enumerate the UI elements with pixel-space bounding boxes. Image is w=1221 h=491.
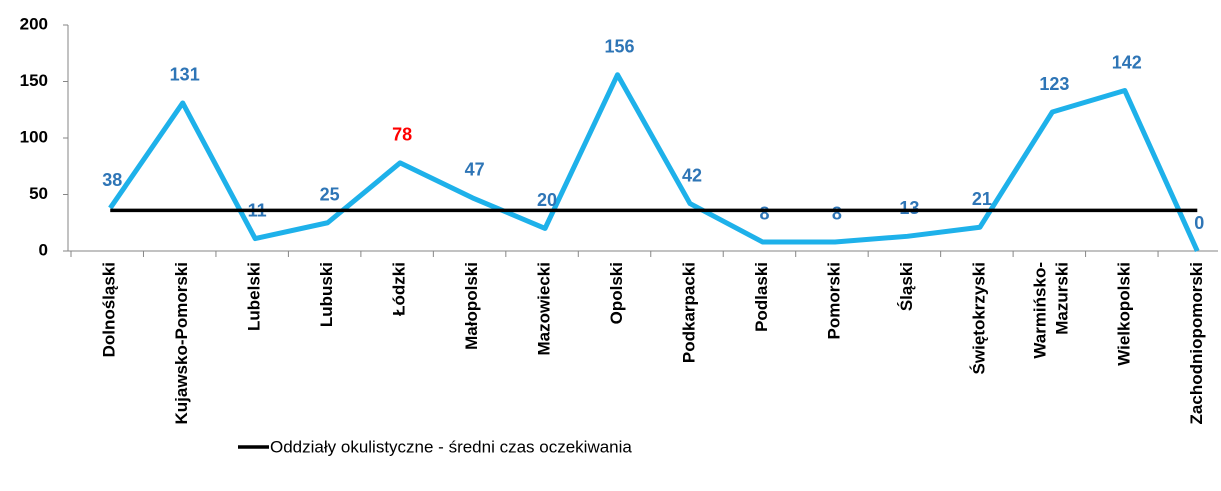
x-tick-label: Wielkopolski [1114, 262, 1133, 366]
x-tick-label: Zachodniopomorski [1187, 262, 1206, 424]
data-label: 8 [759, 204, 769, 224]
x-tick-label: Warmińsko- Mazurski [1031, 262, 1072, 359]
line-series [108, 72, 1200, 253]
y-tick-label: 150 [20, 71, 48, 90]
x-tick-label: Małopolski [462, 262, 481, 350]
y-tick-label: 50 [29, 184, 48, 203]
x-tick-label: Podkarpacki [679, 262, 698, 363]
x-tick-label: Kujawsko-Pomorski [172, 262, 191, 425]
x-tick-label: Pomorski [824, 262, 843, 339]
x-tick-label-line: Mazurski [1053, 262, 1072, 335]
legend-label: Oddziały okulistyczne - średni czas ocze… [270, 437, 632, 456]
x-tick-label-line: Warmińsko- [1031, 262, 1050, 359]
data-label: 142 [1112, 52, 1142, 72]
data-label: 156 [605, 36, 635, 56]
data-label: 131 [170, 65, 200, 85]
x-tick-label: Świętokrzyski [969, 262, 988, 374]
x-tick-label: Podlaski [752, 262, 771, 332]
x-tick-label: Śląski [897, 262, 916, 311]
y-tick-label: 0 [39, 240, 48, 259]
data-label: 38 [102, 170, 122, 190]
data-label: 0 [1194, 213, 1204, 233]
y-tick-label: 200 [20, 14, 48, 33]
data-label: 42 [682, 165, 702, 185]
x-tick-label: Dolnośląski [100, 262, 119, 357]
data-label: 78 [392, 125, 412, 145]
data-label: 47 [465, 160, 485, 180]
data-label: 21 [972, 189, 992, 209]
x-tick-label: Lubuski [317, 262, 336, 327]
x-tick-label: Opolski [607, 262, 626, 324]
data-label: 20 [537, 190, 557, 210]
data-label: 8 [832, 204, 842, 224]
x-tick-label: Mazowiecki [535, 262, 554, 356]
data-label: 25 [320, 185, 340, 205]
x-tick-label: Łódzki [390, 262, 409, 316]
y-tick-label: 100 [20, 127, 48, 146]
x-tick-label: Lubelski [245, 262, 264, 331]
data-label: 13 [899, 198, 919, 218]
data-label: 123 [1039, 74, 1069, 94]
